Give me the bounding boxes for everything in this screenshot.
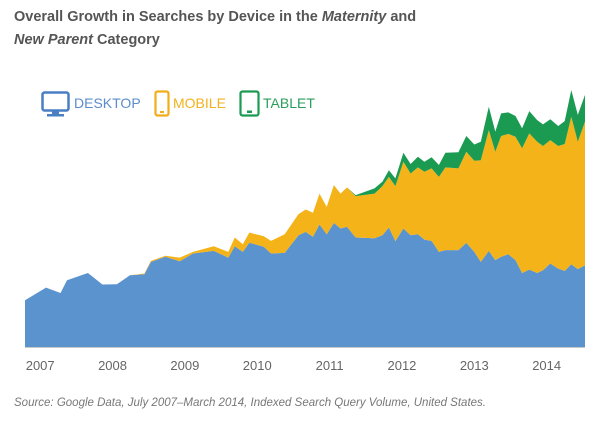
title-text: Overall Growth in Searches by Device in … — [14, 9, 322, 25]
legend-label-tablet: TABLET — [263, 95, 315, 111]
areas-layer — [25, 90, 585, 347]
title-text-and: and — [386, 9, 417, 25]
title-text-category: Category — [92, 32, 160, 48]
legend-item-mobile: MOBILE — [154, 90, 226, 117]
chart-title: Overall Growth in Searches by Device in … — [14, 6, 434, 52]
legend-label-mobile: MOBILE — [173, 95, 226, 111]
legend-item-tablet: TABLET — [239, 90, 315, 117]
x-tick-label-2010: 2010 — [243, 358, 272, 373]
x-tick-label-2007: 2007 — [26, 358, 55, 373]
legend: DESKTOP MOBILE TABLET — [41, 90, 315, 117]
x-tick-label-2008: 2008 — [98, 358, 127, 373]
desktop-monitor-icon — [41, 91, 70, 117]
x-tick-label-2009: 2009 — [170, 358, 199, 373]
source-note: Source: Google Data, July 2007–March 201… — [14, 397, 486, 409]
legend-label-desktop: DESKTOP — [74, 95, 141, 111]
legend-item-desktop: DESKTOP — [41, 91, 141, 117]
tablet-icon — [239, 90, 260, 117]
area-mobile — [25, 116, 585, 301]
title-italic-new-parent: New Parent — [14, 32, 93, 48]
x-tick-label-2014: 2014 — [532, 358, 561, 373]
title-italic-maternity: Maternity — [321, 9, 387, 25]
mobile-phone-icon — [154, 90, 170, 117]
x-tick-labels: 2007 2008 2009 2010 2011 2012 2013 2014 — [26, 358, 561, 373]
area-desktop — [25, 222, 585, 347]
x-tick-label-2012: 2012 — [387, 358, 416, 373]
x-tick-label-2013: 2013 — [460, 358, 489, 373]
x-tick-label-2011: 2011 — [316, 358, 344, 373]
